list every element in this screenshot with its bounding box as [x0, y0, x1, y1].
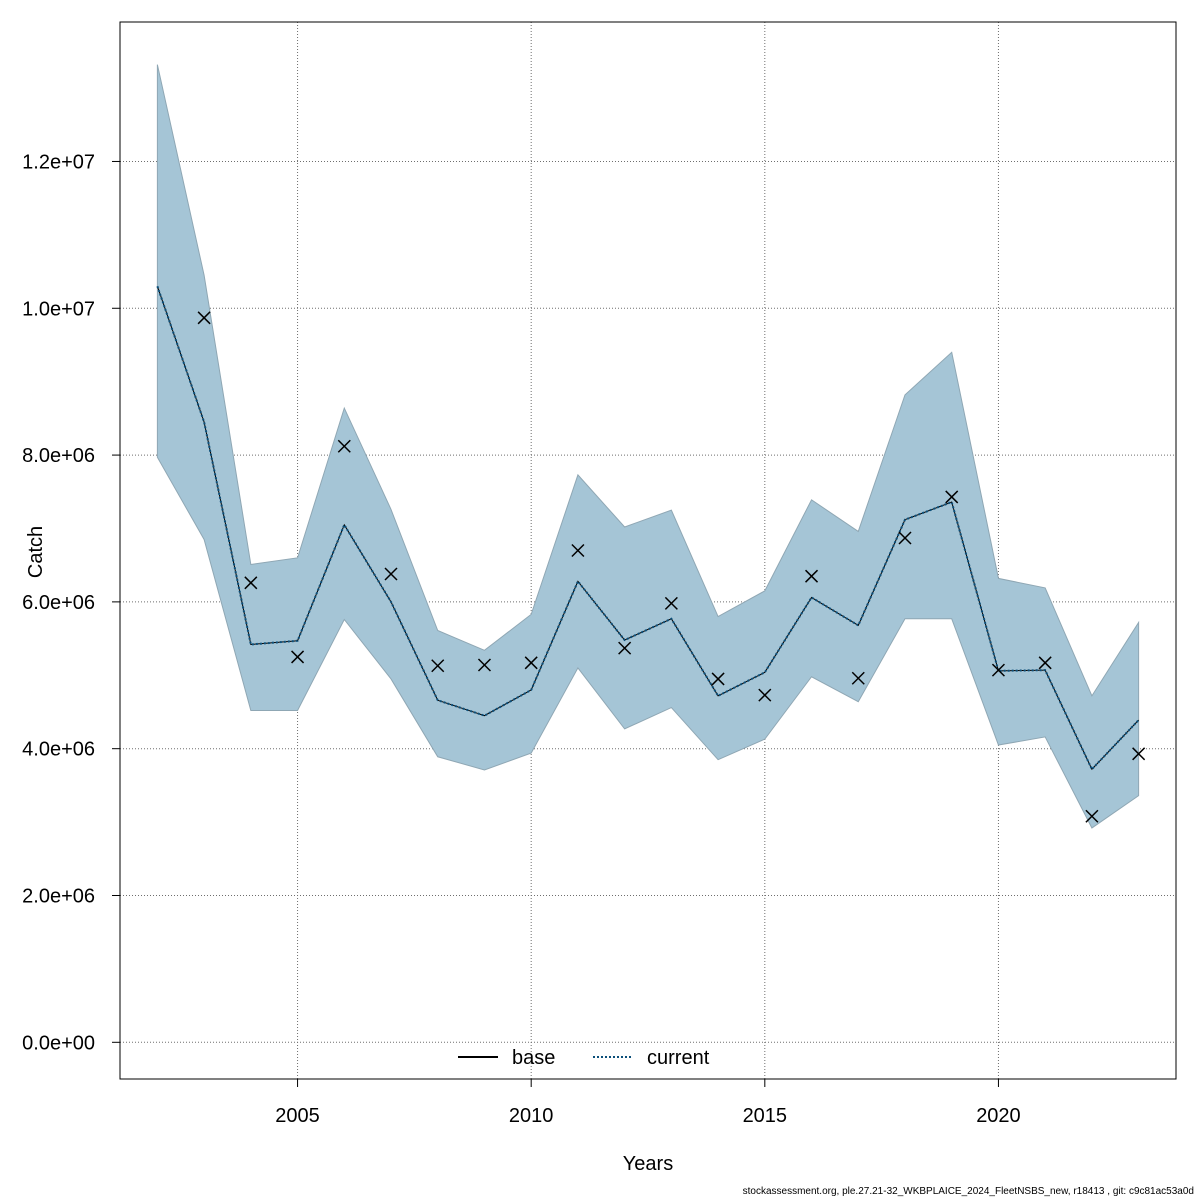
- y-tick-label: 1.0e+07: [22, 298, 95, 320]
- y-tick-label: 2.0e+06: [22, 885, 95, 907]
- observed-point: [1038, 656, 1052, 670]
- observed-point: [197, 311, 211, 325]
- footer-note: stockassessment.org, ple.27.21-32_WKBPLA…: [742, 1186, 1194, 1197]
- legend-base-label: base: [512, 1047, 555, 1069]
- observed-point-stroke: [711, 672, 725, 686]
- observed-point-stroke: [571, 543, 585, 558]
- observed-point: [805, 569, 819, 583]
- plot-frame: [119, 21, 1177, 1080]
- y-tick-label: 4.0e+06: [22, 739, 95, 761]
- observed-point: [1085, 809, 1099, 823]
- y-tick-label: 1.2e+07: [22, 151, 95, 173]
- legend: base current: [458, 1047, 710, 1069]
- confidence-band-area: [156, 64, 1140, 829]
- y-axis-label: Catch: [25, 526, 47, 578]
- observed-point: [664, 596, 678, 610]
- series-lines: [156, 285, 1140, 771]
- observed-point: [244, 576, 258, 590]
- y-tick-label: 8.0e+06: [22, 445, 95, 467]
- observed-point-stroke: [431, 659, 445, 673]
- observed-point-stroke: [477, 658, 491, 672]
- observed-point-stroke: [1132, 747, 1146, 761]
- observed-point: [337, 439, 351, 453]
- observed-point-stroke: [758, 688, 772, 702]
- observed-point: [711, 672, 725, 686]
- observed-point-stroke: [664, 596, 678, 610]
- current-series-line: [156, 285, 1140, 771]
- observed-point: [431, 659, 445, 673]
- observed-point-stroke: [618, 641, 632, 655]
- observed-point-stroke: [805, 569, 819, 583]
- observed-point-stroke: [244, 576, 258, 590]
- observed-point-stroke: [991, 663, 1005, 677]
- observed-point-stroke: [524, 656, 538, 670]
- observed-point-stroke: [197, 311, 211, 325]
- observed-point-stroke: [337, 439, 351, 453]
- observed-point: [991, 663, 1005, 677]
- axes: 2005 2010 2015 2020 0.0e+00 2.0e+06 4.0e+06 6.0…: [22, 151, 1021, 1127]
- observed-point: [291, 650, 305, 664]
- observed-point: [384, 567, 398, 581]
- y-tick-label: 6.0e+06: [22, 592, 95, 614]
- observed-point: [618, 641, 632, 655]
- observed-point: [1132, 747, 1146, 761]
- observed-point-stroke: [945, 490, 959, 504]
- grid: [120, 22, 1176, 1079]
- observed-point-stroke: [291, 650, 305, 664]
- observed-point: [477, 658, 491, 672]
- x-tick-label: 2010: [509, 1105, 554, 1127]
- observed-point: [571, 543, 585, 558]
- legend-current-label: current: [647, 1047, 710, 1069]
- y-tick-label: 0.0e+00: [22, 1032, 95, 1054]
- current-series-line-overlay: [156, 286, 1139, 771]
- observed-point-stroke: [851, 671, 865, 685]
- x-tick-label: 2005: [275, 1105, 320, 1127]
- x-tick-label: 2015: [743, 1105, 788, 1127]
- observed-points: [197, 311, 1146, 823]
- observed-point-stroke: [1038, 656, 1052, 670]
- observed-point-stroke: [1085, 809, 1099, 823]
- confidence-band: [156, 64, 1140, 829]
- observed-point: [851, 671, 865, 685]
- x-axis-label: Years: [623, 1153, 673, 1175]
- observed-point-stroke: [898, 531, 912, 545]
- observed-point-stroke: [384, 567, 398, 581]
- observed-point: [945, 490, 959, 504]
- observed-point: [898, 531, 912, 545]
- observed-point: [524, 656, 538, 670]
- x-tick-label: 2020: [976, 1105, 1021, 1127]
- observed-point: [758, 688, 772, 702]
